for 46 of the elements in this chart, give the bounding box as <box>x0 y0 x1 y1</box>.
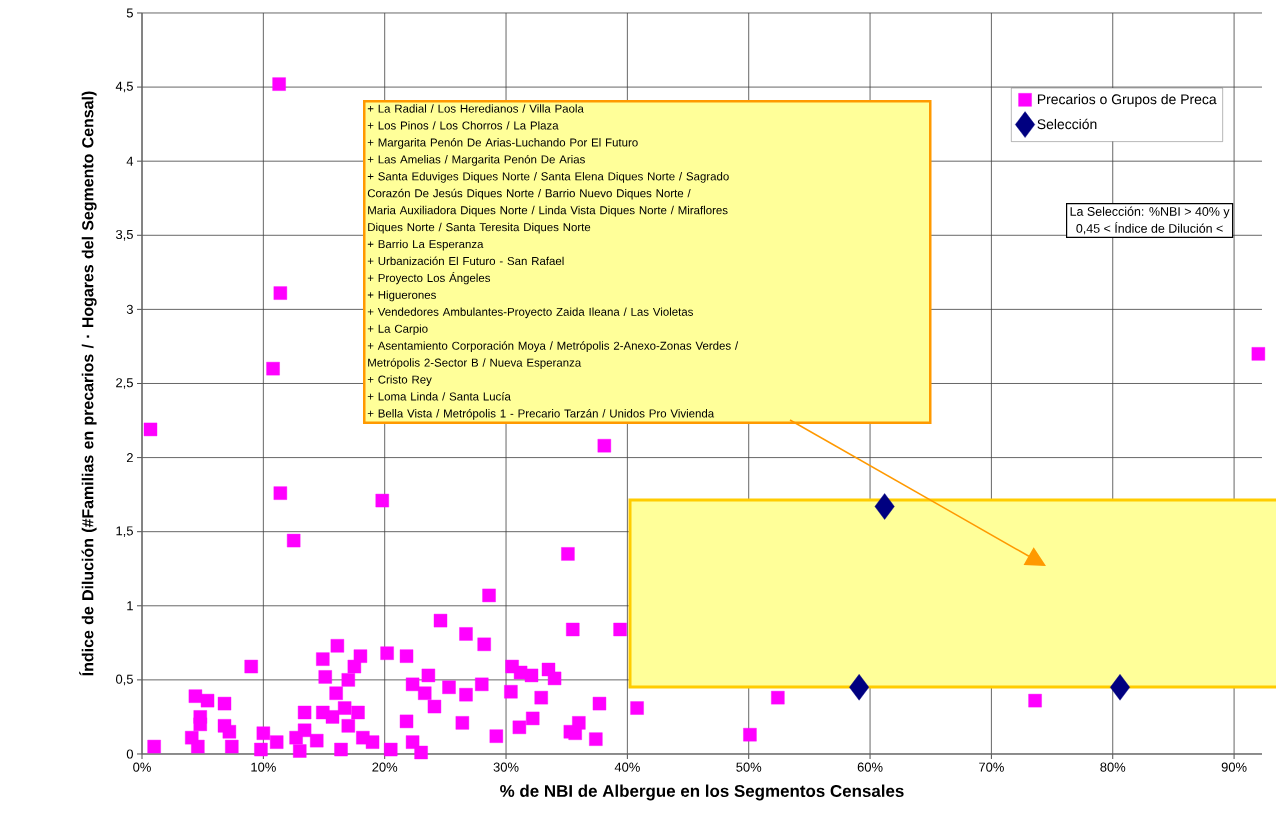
annotation: + Loma Linda / Santa Lucía <box>367 392 511 401</box>
y-tick-label: 0 <box>126 749 133 759</box>
annotation: + Santa Eduviges Diques Norte / Santa Elena Diques Norte / Sagrado <box>367 171 729 183</box>
annotation: Corazón De Jesús Diques Norte / Barrio Nuevo Diques Norte / <box>367 188 691 200</box>
x-tick-label: 10% <box>251 762 276 772</box>
y-tick-label: 3 <box>126 304 133 314</box>
x-tick-label: 0% <box>133 762 151 772</box>
annotation: + Cristo Rey <box>367 375 432 386</box>
annotation: + Vendedores Ambulantes-Proyecto Zaida Ileana / Las Violetas <box>367 307 693 319</box>
legend-label: Precarios o Grupos de Preca <box>1037 94 1217 108</box>
y-axis-title: Índice de Dilución (#Familias en precarios / · Hogares del Segmento Censal) <box>79 91 97 676</box>
y-tick-label: 5 <box>126 8 133 18</box>
annotation: + Asentamiento Corporación Moya / Metrópolis 2-Anexo-Zonas Verdes / <box>367 341 739 353</box>
y-tick-label: 2,5 <box>116 378 133 389</box>
annotation: + Bella Vista / Metrópolis 1 - Precario Tarzán / Unidos Pro Vivienda <box>367 408 715 420</box>
x-tick-label: 60% <box>857 762 883 772</box>
x-tick-label: 90% <box>1221 762 1247 772</box>
y-tick-label: 3,5 <box>115 229 133 241</box>
x-tick-label: 80% <box>1100 762 1126 772</box>
annotation: + Margarita Penón De Arias-Luchando Por El Futuro <box>367 137 638 149</box>
annotation: + Proyecto Los Ángeles <box>367 271 491 285</box>
y-tick-label: 1 <box>127 601 133 611</box>
x-tick-label: 20% <box>372 762 398 772</box>
y-tick-label: 1,5 <box>116 526 133 537</box>
y-tick-label: 4 <box>126 156 134 166</box>
annotation: Metrópolis 2-Sector B / Nueva Esperanza <box>368 358 582 369</box>
annotation: + Barrio La Esperanza <box>367 239 484 251</box>
x-tick-label: 40% <box>614 762 640 772</box>
annotation: + La Carpio <box>367 324 428 336</box>
legend-label: Selección <box>1037 118 1097 130</box>
x-tick-label: 70% <box>979 762 1004 772</box>
annotation: + Los Pinos / Los Chorros / La Plaza <box>367 121 559 130</box>
annotation: + La Radial / Los Heredianos / Villa Paola <box>367 104 584 113</box>
annotation: Maria Auxiliadora Diques Norte / Linda Vista Diques Norte / Miraflores <box>368 205 728 217</box>
annotation: + Las Amelias / Margarita Penón De Arias <box>367 154 585 166</box>
annotation: La Selección: %NBI > 40% y <box>1070 206 1230 219</box>
y-tick-label: 0,5 <box>115 674 133 686</box>
x-tick-label: 50% <box>736 762 762 772</box>
annotation: + Urbanización El Futuro - San Rafael <box>367 256 564 266</box>
x-tick-label: 30% <box>493 762 519 772</box>
annotation: 0,45 < Índice de Dilución < <box>1076 221 1223 235</box>
annotation: + Higuerones <box>367 290 436 302</box>
y-tick-label: 4,5 <box>115 81 133 93</box>
annotation: Diques Norte / Santa Teresita Diques Norte <box>368 222 591 234</box>
y-tick-label: 2 <box>126 453 133 463</box>
x-axis-title: % de NBI de Albergue en los Segmentos Censales <box>500 784 904 801</box>
